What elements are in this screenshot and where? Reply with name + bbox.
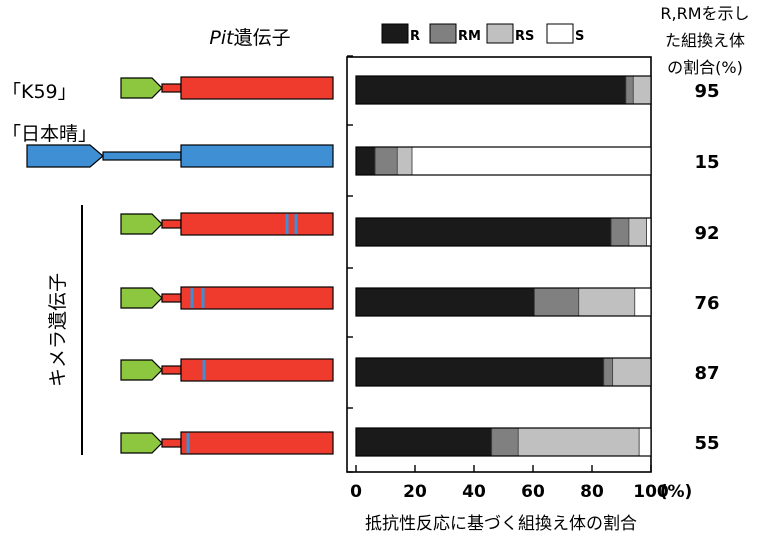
bar-outline [355,75,652,105]
bar-segment-r [355,75,627,105]
x-axis-unit: (%) [660,482,693,502]
bar-segment-rs [578,287,636,317]
gene-structure [120,286,334,310]
resistance-percent-label: 87 [694,363,719,384]
bar-segment-r [355,427,493,457]
x-tick-label: 20 [403,482,427,502]
label-nipponbare: 「日本晴」 [2,123,97,145]
bar-segment-rs [517,427,640,457]
legend-swatch-r [381,23,409,44]
bar-segment-r [355,287,535,317]
legend-label-s: S [575,29,584,44]
promoter-arrow [120,213,163,235]
bar-segment-rs [396,146,413,176]
gene-structure [120,431,334,455]
bar-segment-r [355,217,612,247]
resistance-percent-label: 95 [694,81,719,102]
gene-structure [120,358,334,382]
chart: 0 20 40 60 80 100(%) 95 15 92 76 87 55 [346,55,720,502]
bar-segment-rm [610,217,630,247]
resistance-percent-label: 55 [694,433,719,454]
gene-linker [161,219,182,229]
gene-linker [161,83,182,93]
gene-linker [161,293,182,303]
legend-label-rm: RM [458,29,481,44]
right-header-line-3: の割合(%) [667,58,743,77]
chimera-segment [294,214,298,234]
promoter-arrow [120,287,163,309]
x-tick-label: 80 [580,482,604,502]
chimera-segment [285,214,289,234]
bar-segment-r [355,146,376,176]
legend-label-rs: RS [515,29,534,44]
bar-segment-s [634,287,652,317]
gene-coding-region [180,212,334,236]
gene-diagrams [26,76,334,455]
bar-segment-s [638,427,652,457]
bar-segment-rs [628,217,647,247]
bar-outline [355,217,652,247]
x-axis-label: 抵抗性反応に基づく組換え体の割合 [365,514,637,534]
legend-swatch-rs [486,23,514,44]
resistance-percent-label: 15 [694,152,719,173]
legend-swatch-rm [429,23,457,44]
bar-segment-rm [603,357,614,387]
plot-frame [346,56,652,473]
gene-structure [26,144,334,168]
legend: R RM RS S [381,23,584,44]
promoter-arrow [120,432,163,454]
pit-gene-title-italic: Pit [209,27,235,49]
chimera-segment [201,288,205,308]
promoter-arrow [120,359,163,381]
bar-outline [355,357,652,387]
chimera-segment [190,288,194,308]
legend-label-r: R [410,29,420,44]
x-tick-label: 0 [350,482,362,502]
gene-structure [120,212,334,236]
bar-segment-s [411,146,652,176]
gene-linker [161,365,182,375]
chimera-label: キメラ遺伝子 [47,273,69,387]
right-header-line-2: た組換え体 [665,31,745,50]
gene-structure [120,76,334,100]
bar-outline [355,427,652,457]
promoter-arrow [26,144,104,168]
x-tick-label: 60 [521,482,545,502]
bar-segment-rs [632,75,652,105]
pit-gene-title-suffix: 遺伝子 [234,27,291,49]
x-tick-label: 40 [462,482,486,502]
resistance-percent-label: 76 [694,293,719,314]
gene-coding-region [180,358,334,382]
bar-segment-r [355,357,605,387]
bar-segment-rm [374,146,398,176]
x-tick-label: 100 [633,482,669,502]
gene-linker [161,438,182,448]
bar-segment-rm [491,427,519,457]
bar-outline [355,146,652,176]
gene-coding-region [180,76,334,100]
right-header-line-1: R,RMを示し [660,4,749,23]
resistance-percent-label: 92 [694,223,719,244]
legend-swatch-s [546,23,574,44]
bar-segment-rs [612,357,652,387]
label-k59: 「K59」 [2,81,77,103]
bar-segment-rm [534,287,580,317]
chimera-segment [202,360,206,380]
gene-coding-region [180,144,334,168]
promoter-arrow [120,77,163,99]
bar-segment-s [646,217,652,247]
chimera-segment [186,433,190,453]
gene-coding-region [180,431,334,455]
gene-linker [102,151,182,161]
gene-coding-region [180,286,334,310]
pit-gene-title: Pit遺伝子 [209,27,290,49]
bar-outline [355,287,652,317]
bar-segment-rm [625,75,634,105]
